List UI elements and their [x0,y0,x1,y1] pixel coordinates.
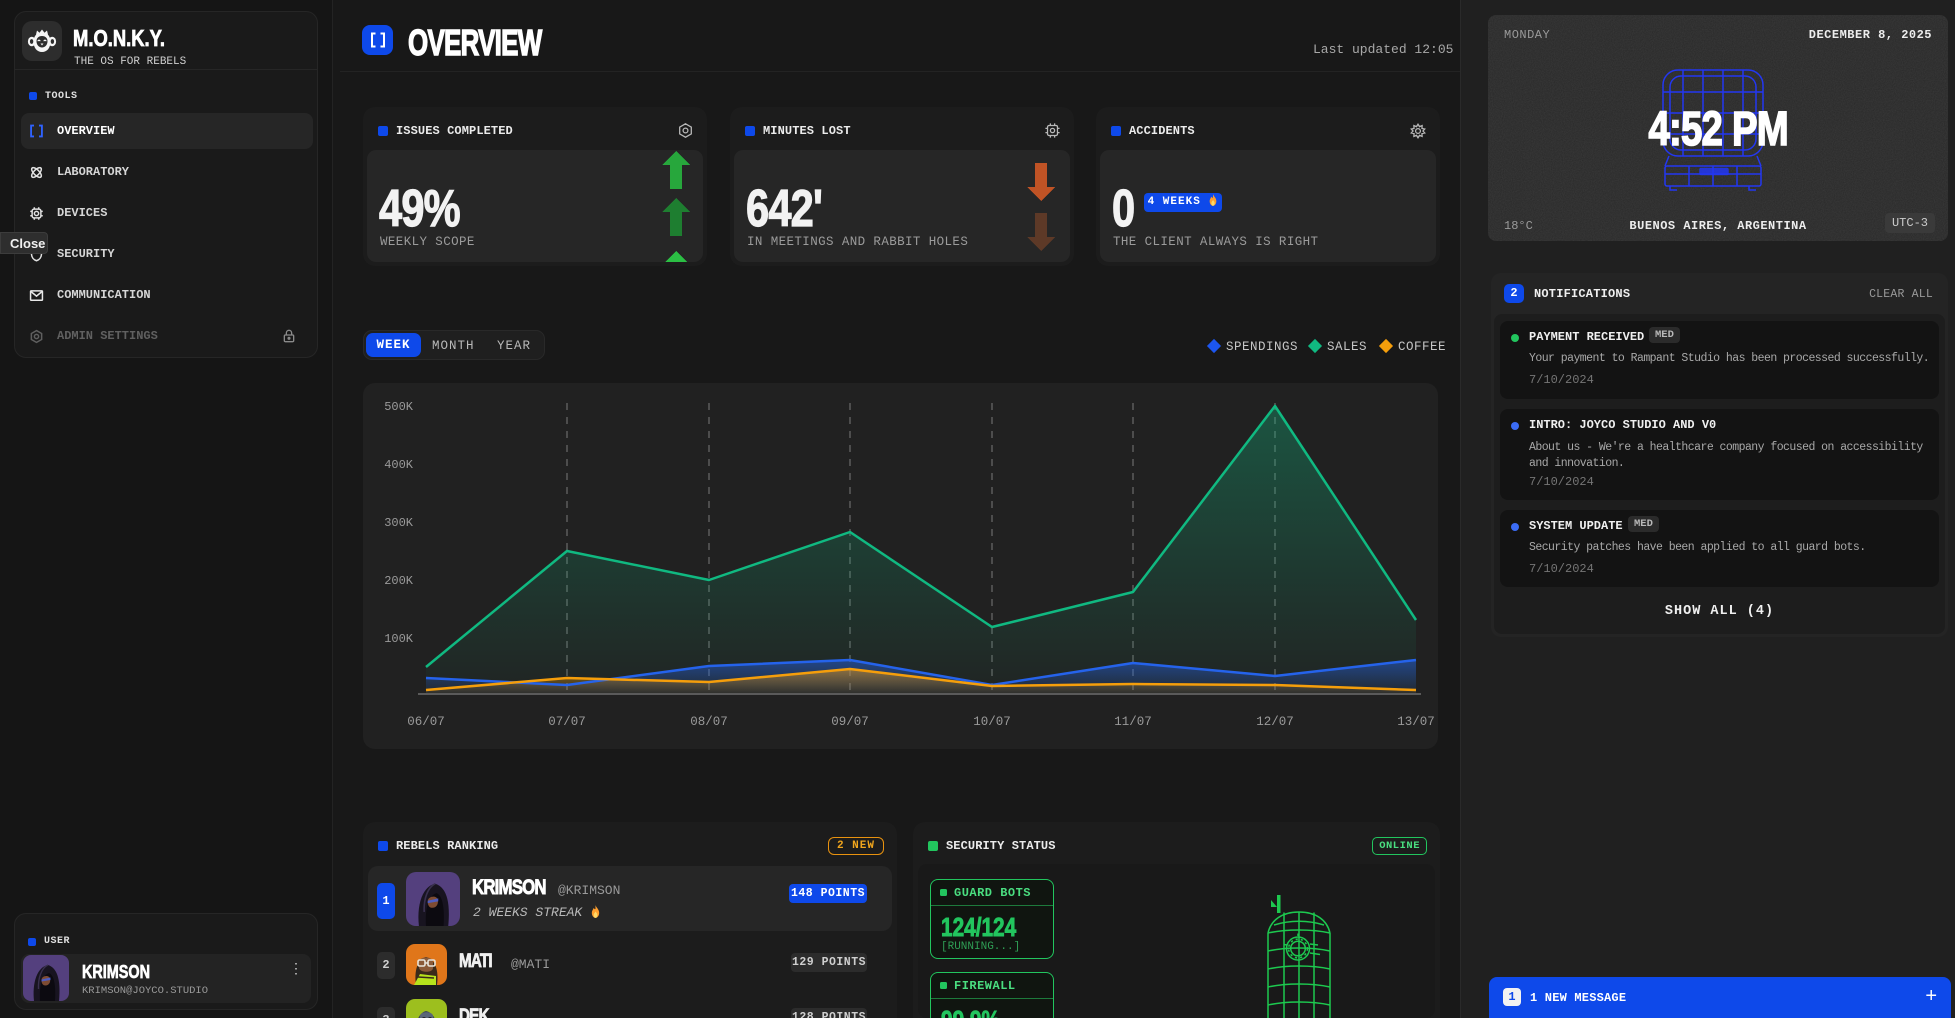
svg-text:08/07: 08/07 [690,715,728,729]
svg-text:09/07: 09/07 [831,715,869,729]
svg-text:12/07: 12/07 [1256,715,1294,729]
svg-text:300K: 300K [384,516,414,530]
svg-text:13/07: 13/07 [1397,715,1435,729]
svg-text:10/07: 10/07 [973,715,1011,729]
svg-text:400K: 400K [384,458,414,472]
svg-text:500K: 500K [384,400,414,414]
svg-text:07/07: 07/07 [548,715,586,729]
svg-text:200K: 200K [384,574,414,588]
svg-text:06/07: 06/07 [407,715,445,729]
svg-text:100K: 100K [384,632,414,646]
svg-text:11/07: 11/07 [1114,715,1152,729]
